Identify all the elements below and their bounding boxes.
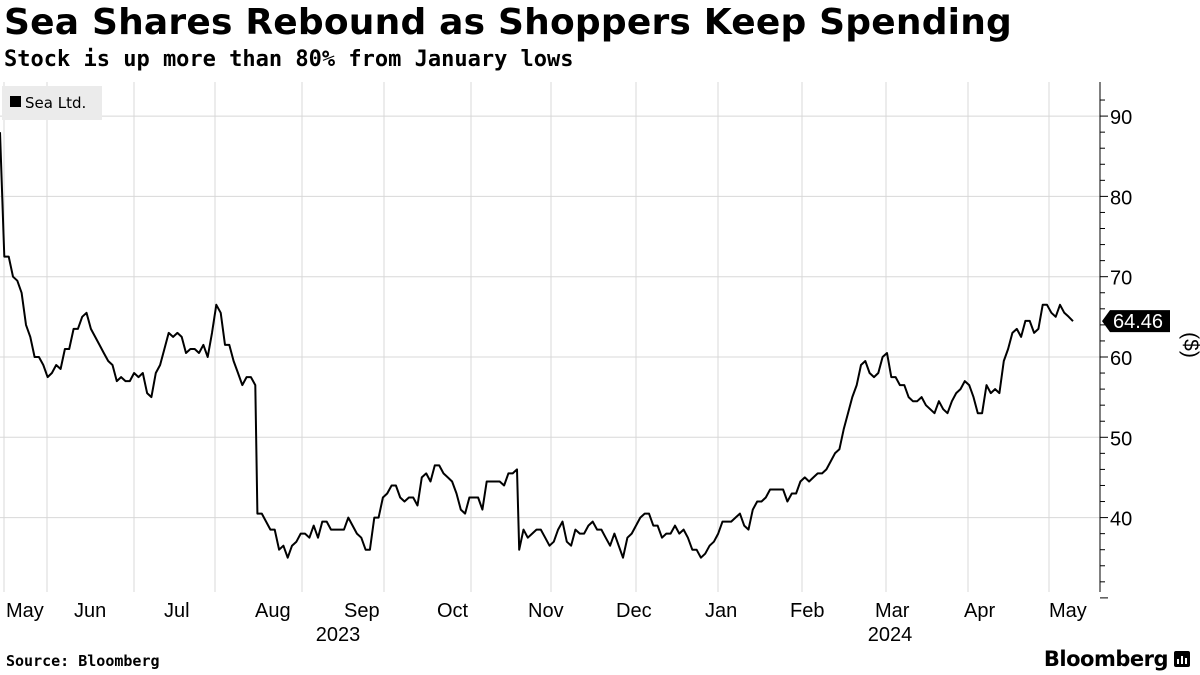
x-year-label: 2024 [868,624,913,646]
legend-swatch [10,96,21,107]
x-tick-label: Jun [74,600,106,622]
source-note: Source: Bloomberg [6,652,160,670]
y-tick-label: 90 [1110,107,1132,129]
x-tick-label: Jul [164,600,190,622]
last-value-label: 64.46 [1113,311,1163,333]
x-tick-label: Sep [344,600,380,622]
last-value-badge [1102,310,1170,333]
y-tick-label: 40 [1110,509,1132,531]
chart-subtitle: Stock is up more than 80% from January l… [4,47,574,72]
x-tick-label: May [6,600,44,622]
x-tick-label: Mar [875,600,910,622]
x-year-label: 2023 [316,624,361,646]
y-tick-label: 60 [1110,348,1132,370]
x-tick-label: Feb [790,600,824,622]
x-tick-label: May [1049,600,1087,622]
x-tick-label: Aug [255,600,291,622]
y-axis-title: ($) [1179,332,1200,358]
y-tick-label: 50 [1110,428,1132,450]
brand-name: Bloomberg [1043,647,1169,671]
y-tick-label: 70 [1110,268,1132,290]
x-tick-label: Apr [964,600,995,622]
x-tick-label: Nov [528,600,564,622]
chart-title: Sea Shares Rebound as Shoppers Keep Spen… [4,2,1013,43]
x-tick-label: Jan [705,600,737,622]
bar-chart-icon [1174,651,1190,667]
x-tick-label: Oct [437,600,469,622]
series-line-sea-ltd [0,132,1074,559]
bloomberg-logo: Bloomberg [1044,647,1190,671]
y-tick-label: 80 [1110,187,1132,209]
x-tick-label: Dec [616,600,652,622]
legend-label: Sea Ltd. [25,94,86,112]
